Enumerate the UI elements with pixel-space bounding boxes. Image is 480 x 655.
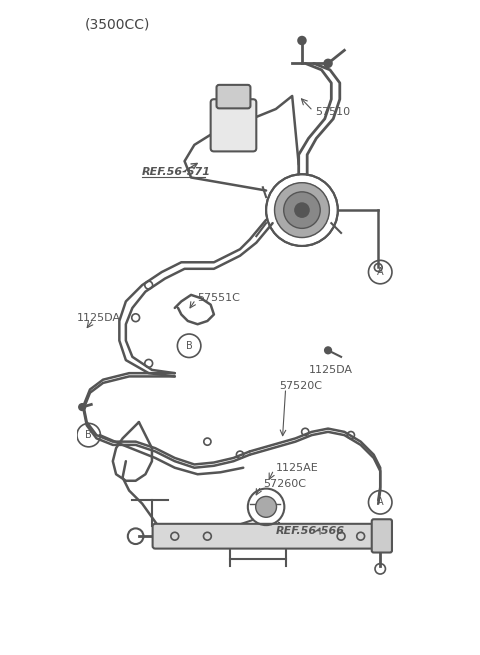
Text: 57520C: 57520C — [279, 381, 322, 391]
FancyBboxPatch shape — [216, 85, 251, 108]
Circle shape — [284, 192, 320, 229]
Text: 1125AE: 1125AE — [276, 462, 319, 473]
Circle shape — [298, 37, 306, 45]
FancyBboxPatch shape — [153, 524, 376, 549]
Text: REF.56-571: REF.56-571 — [142, 167, 211, 178]
Text: 1125DA: 1125DA — [309, 365, 352, 375]
Text: (3500CC): (3500CC) — [85, 18, 150, 31]
Circle shape — [256, 496, 276, 517]
Text: REF.56-566: REF.56-566 — [276, 526, 345, 536]
Circle shape — [325, 347, 331, 354]
Text: 1125DA: 1125DA — [77, 312, 121, 323]
Circle shape — [275, 183, 329, 238]
Circle shape — [324, 60, 332, 67]
Text: 57551C: 57551C — [198, 293, 240, 303]
Circle shape — [79, 404, 85, 410]
Text: B: B — [85, 430, 92, 440]
Text: 57260C: 57260C — [263, 479, 306, 489]
FancyBboxPatch shape — [211, 99, 256, 151]
Text: 57510: 57510 — [315, 107, 350, 117]
FancyBboxPatch shape — [372, 519, 392, 553]
Circle shape — [284, 192, 320, 229]
Text: A: A — [377, 497, 384, 507]
Circle shape — [294, 202, 310, 218]
Circle shape — [294, 202, 310, 218]
Text: A: A — [377, 267, 384, 277]
Text: B: B — [186, 341, 192, 351]
Circle shape — [275, 183, 329, 238]
